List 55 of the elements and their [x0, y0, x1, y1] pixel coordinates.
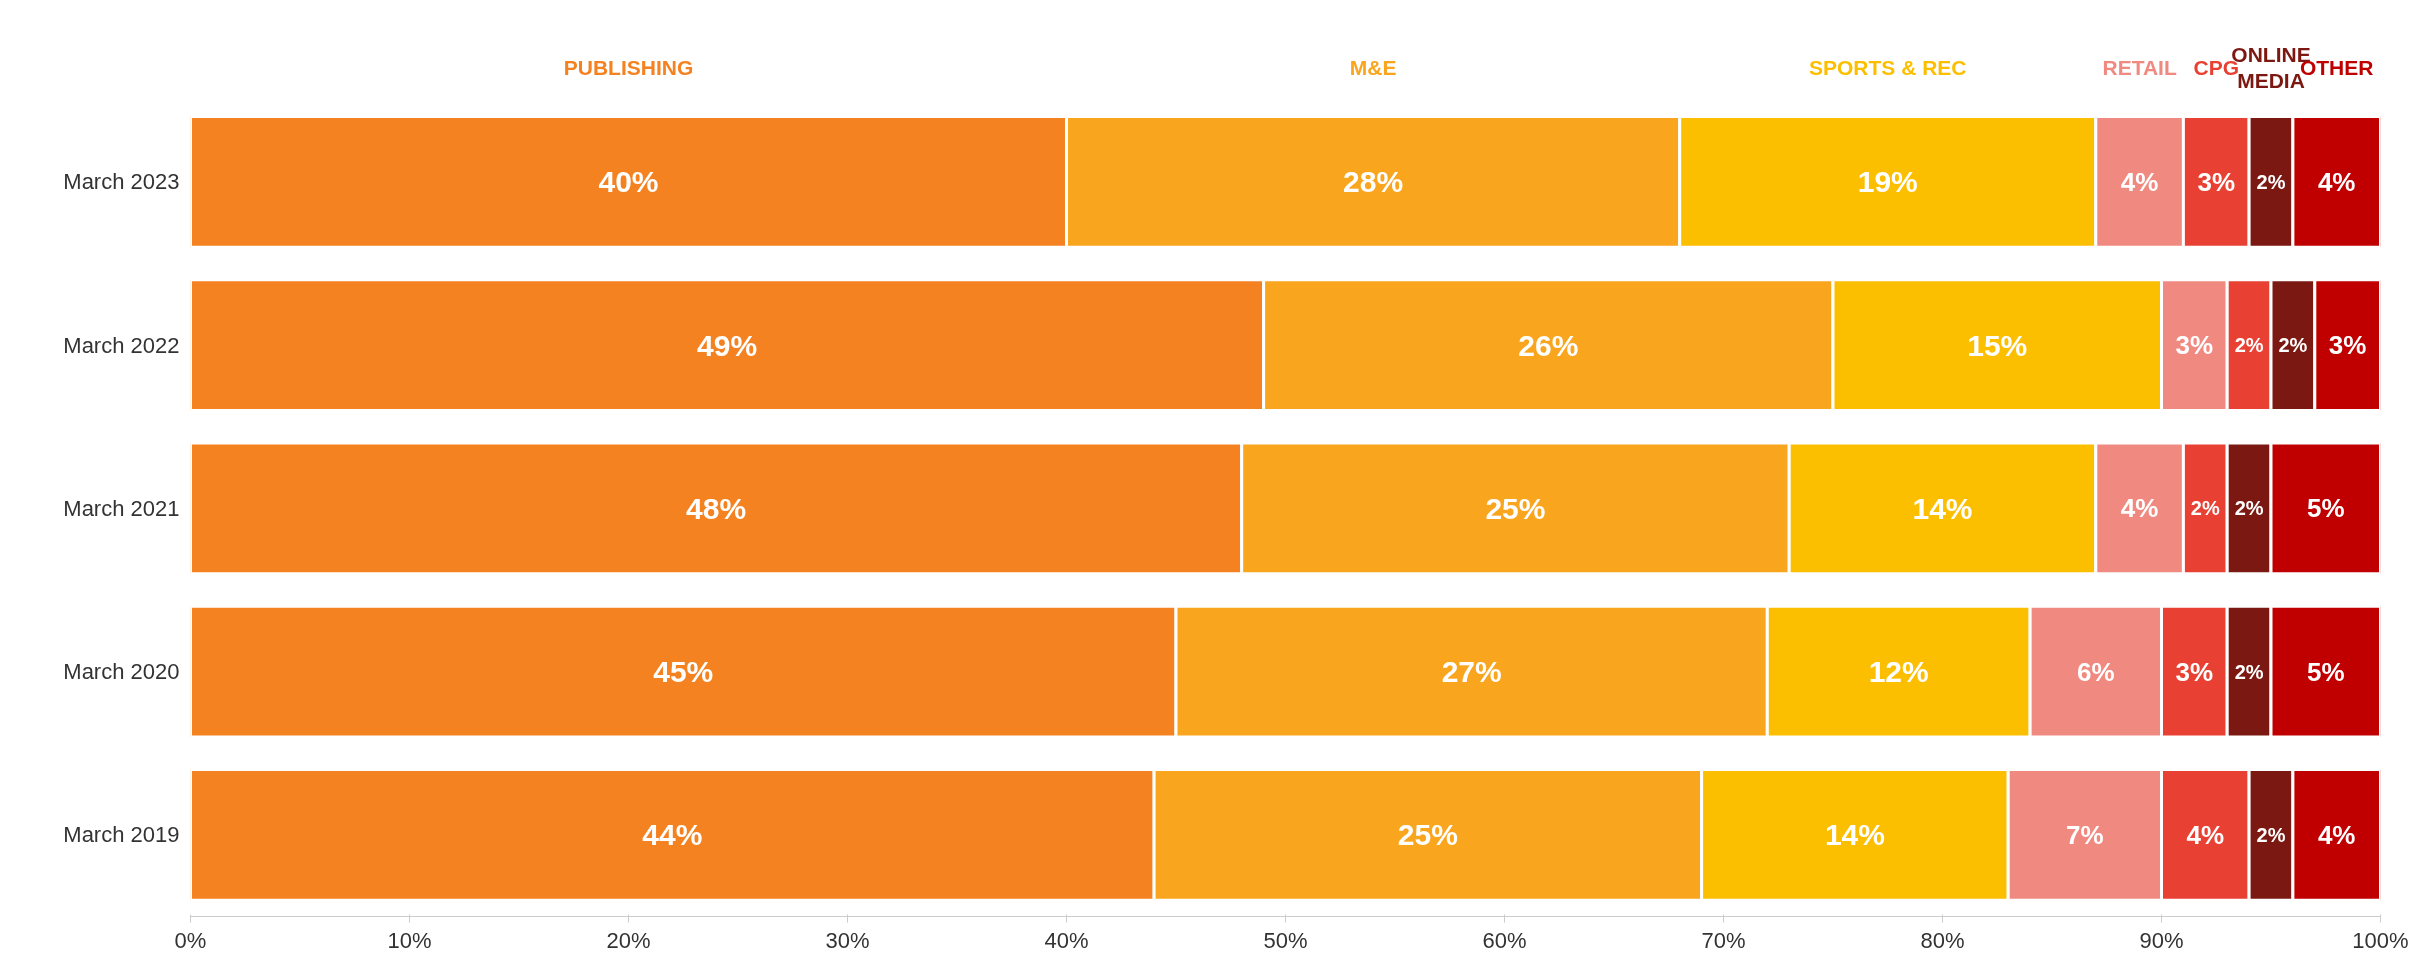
data-label: 2%	[2234, 334, 2264, 357]
y-tick-label: March 2019	[63, 822, 180, 848]
data-label: 6%	[2077, 656, 2115, 687]
data-label: 25%	[1397, 818, 1458, 852]
data-label: 7%	[2066, 819, 2104, 850]
series-label: PUBLISHING	[563, 56, 694, 80]
data-label: 2%	[2256, 823, 2286, 846]
y-tick-label: March 2020	[63, 659, 180, 685]
data-label: 4%	[2317, 166, 2356, 197]
data-label: 3%	[2175, 330, 2214, 361]
x-tick-label: 50%	[1263, 927, 1308, 953]
data-label: 2%	[2234, 660, 2264, 683]
data-label: 19%	[1857, 165, 1918, 199]
x-tick-label: 60%	[1482, 927, 1527, 953]
data-label: 3%	[2175, 656, 2214, 687]
x-tick-label: 10%	[387, 927, 432, 953]
data-label: 28%	[1343, 165, 1404, 199]
x-tick-label: 20%	[606, 927, 651, 953]
x-tick-label: 70%	[1701, 927, 1746, 953]
x-tick-label: 100%	[2352, 927, 2409, 953]
data-label: 45%	[653, 655, 714, 689]
data-label: 25%	[1485, 491, 1546, 525]
data-label: 14%	[1824, 818, 1885, 852]
x-tick-label: 80%	[1920, 927, 1965, 953]
data-label: 15%	[1967, 328, 2028, 362]
data-label: 3%	[2328, 330, 2367, 361]
x-tick-label: 90%	[2139, 927, 2184, 953]
data-label: 27%	[1441, 655, 1502, 689]
series-label: SPORTS & REC	[1808, 56, 1967, 80]
data-label: 14%	[1912, 491, 1973, 525]
x-tick-label: 0%	[174, 927, 207, 953]
data-label: 3%	[2197, 166, 2236, 197]
y-tick-label: March 2023	[63, 169, 180, 195]
data-label: 5%	[2306, 656, 2345, 687]
data-label: 12%	[1868, 655, 1929, 689]
data-label: 4%	[2317, 819, 2356, 850]
data-label: 49%	[697, 328, 758, 362]
data-label: 4%	[2120, 166, 2159, 197]
x-tick-label: 40%	[1044, 927, 1089, 953]
data-label: 4%	[2186, 819, 2225, 850]
data-label: 5%	[2306, 493, 2345, 524]
y-tick-label: March 2022	[63, 332, 180, 358]
data-label: 4%	[2120, 493, 2159, 524]
y-tick-label: March 2021	[63, 495, 180, 521]
data-label: 2%	[2278, 334, 2308, 357]
data-label: 44%	[642, 818, 703, 852]
series-label: M&E	[1349, 56, 1397, 80]
data-label: 40%	[598, 165, 659, 199]
data-label: 2%	[2190, 497, 2220, 520]
data-label: 2%	[2234, 497, 2264, 520]
data-label: 48%	[686, 491, 747, 525]
data-label: 26%	[1518, 328, 1579, 362]
x-tick-label: 30%	[825, 927, 870, 953]
series-label: RETAIL	[2102, 56, 2177, 80]
data-label: 2%	[2256, 170, 2286, 193]
